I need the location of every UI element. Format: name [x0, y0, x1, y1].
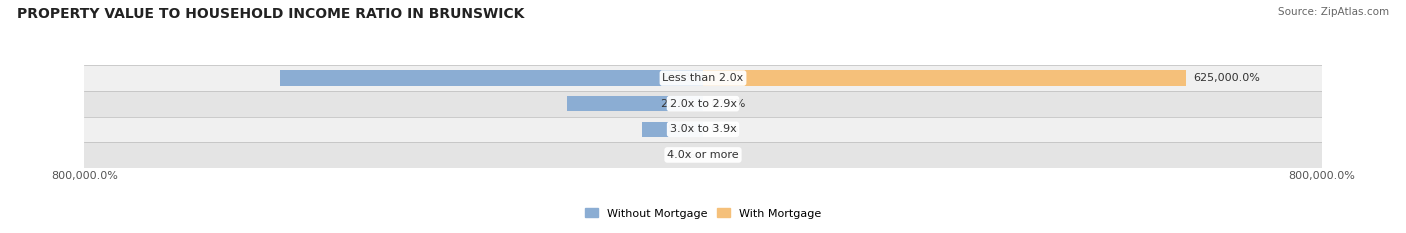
Legend: Without Mortgage, With Mortgage: Without Mortgage, With Mortgage [585, 208, 821, 219]
Bar [567, 96, 703, 111]
Bar [643, 122, 703, 137]
Text: 80.0%: 80.0% [710, 99, 745, 109]
Bar [84, 65, 1322, 91]
Text: 9.8%: 9.8% [666, 124, 696, 134]
Bar [703, 70, 1187, 86]
Text: 3.0x to 3.9x: 3.0x to 3.9x [669, 124, 737, 134]
Text: 4.0x or more: 4.0x or more [668, 150, 738, 160]
Text: 22.0%: 22.0% [659, 99, 696, 109]
Text: Source: ZipAtlas.com: Source: ZipAtlas.com [1278, 7, 1389, 17]
Text: 0.0%: 0.0% [668, 150, 696, 160]
Bar [84, 142, 1322, 168]
Bar [84, 91, 1322, 116]
Text: 68.3%: 68.3% [661, 73, 696, 83]
Text: Less than 2.0x: Less than 2.0x [662, 73, 744, 83]
Text: PROPERTY VALUE TO HOUSEHOLD INCOME RATIO IN BRUNSWICK: PROPERTY VALUE TO HOUSEHOLD INCOME RATIO… [17, 7, 524, 21]
Text: 2.0x to 2.9x: 2.0x to 2.9x [669, 99, 737, 109]
Bar [280, 70, 703, 86]
Bar [84, 116, 1322, 142]
Text: 625,000.0%: 625,000.0% [1194, 73, 1261, 83]
Text: 0.0%: 0.0% [710, 150, 738, 160]
Text: 6.7%: 6.7% [710, 124, 738, 134]
